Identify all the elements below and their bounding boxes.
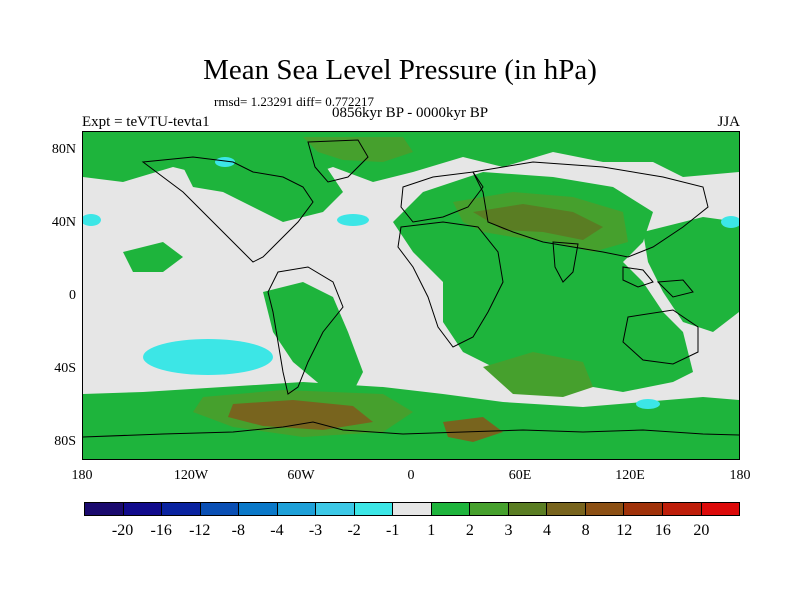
- colorbar-cell: [85, 503, 124, 515]
- colorbar-label: 3: [504, 522, 513, 539]
- colorbar-cell: [701, 503, 740, 515]
- colorbar-cell: [354, 503, 394, 515]
- anomaly-region-n-america: [178, 152, 343, 222]
- coastline-europe: [400, 171, 484, 223]
- anomaly-region-e-pacific: [123, 242, 183, 272]
- coastline-asia: [472, 161, 709, 258]
- negative-region-pacific: [143, 339, 273, 375]
- colorbar-label: 2: [465, 522, 474, 539]
- colorbar-label: 16: [654, 522, 671, 539]
- colorbar-label: -20: [111, 522, 134, 539]
- colorbar-cell: [470, 503, 509, 515]
- coastline-north-america: [141, 156, 314, 263]
- lon-tick-120e: 120E: [615, 468, 645, 483]
- map-panel: [82, 131, 740, 460]
- negative-region-w-edge: [83, 214, 101, 226]
- figure-title: Mean Sea Level Pressure (in hPa): [203, 54, 597, 86]
- colorbar-label: -16: [150, 522, 172, 539]
- colorbar-label: -1: [386, 522, 400, 539]
- colorbar-cell: [123, 503, 163, 515]
- stats-text: rmsd= 1.23291 diff= 0.772217: [214, 94, 374, 109]
- colorbar-cell: [316, 503, 355, 515]
- lat-tick-0: 0: [69, 288, 76, 303]
- colorbar-cell: [200, 503, 240, 515]
- colorbar-label: 1: [427, 522, 436, 539]
- colorbar-label: -4: [270, 522, 284, 539]
- lon-tick-0: 0: [407, 468, 415, 483]
- coastline-india: [552, 241, 579, 283]
- anomaly-region-arctic-dark: [303, 137, 413, 162]
- colorbar-label: -12: [189, 522, 211, 539]
- colorbar-label: 4: [543, 522, 552, 539]
- coastlines: [83, 139, 739, 438]
- colorbar-label: -2: [347, 522, 361, 539]
- lon-tick-180e: 180: [729, 468, 751, 483]
- colorbar-cell: [662, 503, 702, 515]
- experiment-label: Expt = teVTU-tevta1: [82, 114, 210, 130]
- anomaly-region-indian-ocean: [483, 352, 593, 397]
- colorbar-cell: [585, 503, 625, 515]
- lat-tick-80n: 80N: [51, 142, 76, 157]
- season-label: JJA: [717, 114, 740, 130]
- colorbar-cell: [393, 503, 432, 515]
- colorbar-cell: [431, 503, 471, 515]
- colorbar-cell: [547, 503, 586, 515]
- colorbar-label: 8: [581, 522, 590, 539]
- coastline-africa: [397, 221, 504, 348]
- colorbar-label: 20: [693, 522, 710, 539]
- colorbar-label: -8: [231, 522, 245, 539]
- anomaly-region-s-atlantic: [263, 282, 363, 392]
- anomaly-region-w-pacific: [643, 217, 739, 332]
- lat-tick-80s: 80S: [54, 434, 76, 449]
- colorbar-label: 12: [616, 522, 633, 539]
- colorbar-cell: [162, 503, 201, 515]
- anomaly-region-eurasia-brown: [473, 204, 603, 240]
- anomaly-region-antarctic-brown: [443, 417, 503, 442]
- negative-region-e-edge: [721, 216, 739, 228]
- negative-region-n-pacific: [337, 214, 369, 226]
- pressure-anomaly-map: [83, 132, 739, 459]
- coastline-south-america: [267, 266, 344, 395]
- colorbar-cell: [508, 503, 548, 515]
- lon-tick-60e: 60E: [508, 468, 532, 483]
- period-label: 0856kyr BP - 0000kyr BP: [331, 105, 489, 121]
- lon-tick-120w: 120W: [173, 468, 209, 483]
- lon-tick-180w: 180: [71, 468, 93, 483]
- colorbar-label: -3: [308, 522, 323, 539]
- coastline-antarctica: [83, 421, 739, 438]
- colorbar-cell: [277, 503, 317, 515]
- colorbar: [84, 502, 740, 516]
- lat-tick-40n: 40N: [51, 215, 76, 230]
- colorbar-cell: [624, 503, 663, 515]
- lon-tick-60w: 60W: [287, 468, 315, 483]
- coastline-greenland: [307, 139, 369, 183]
- anomaly-region-southern-brown: [228, 400, 373, 430]
- negative-region-greenland: [215, 157, 235, 167]
- coastline-se-asia: [622, 266, 694, 298]
- lat-tick-40s: 40S: [54, 361, 76, 376]
- coastline-australia: [622, 309, 699, 365]
- colorbar-labels: -20 -16 -12 -8 -4 -3 -2 -1 1 2 3 4 8 12 16 20: [84, 521, 740, 541]
- colorbar-cell: [239, 503, 278, 515]
- negative-region-s-indian: [636, 399, 660, 409]
